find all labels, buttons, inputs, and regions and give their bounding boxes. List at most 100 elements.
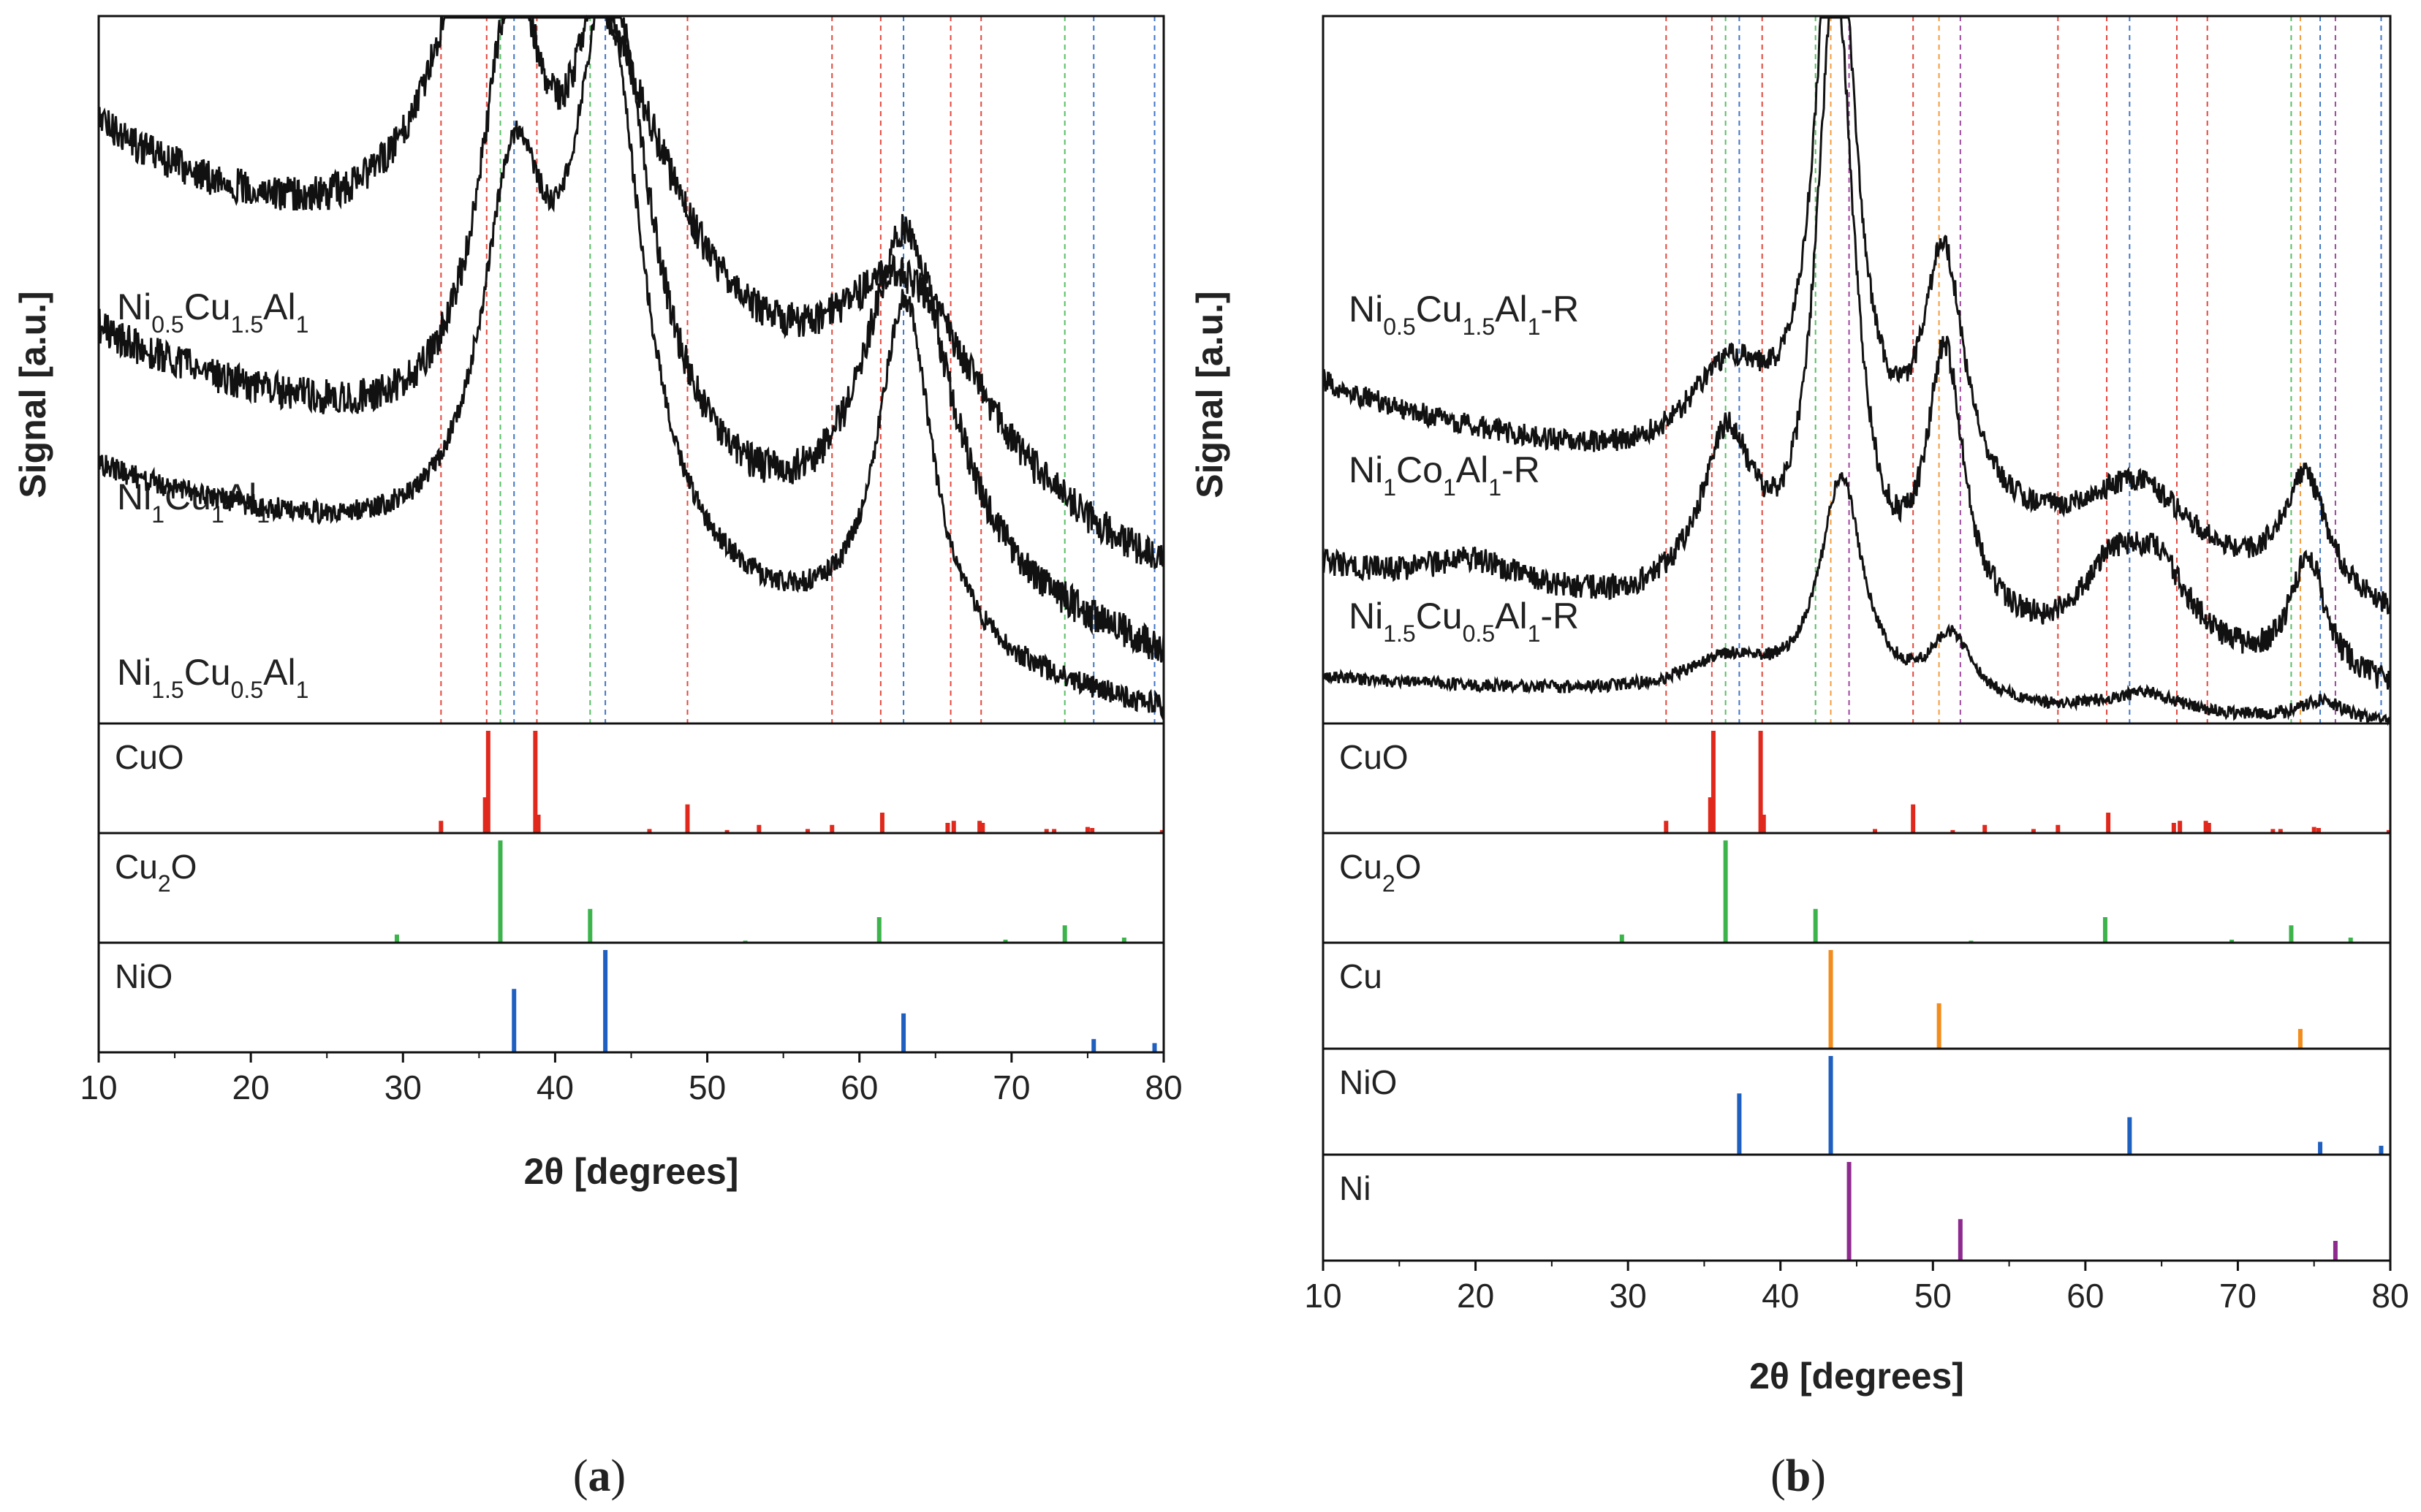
reference-label: CuO xyxy=(1339,738,1409,776)
reference-label: NiO xyxy=(115,957,173,995)
sample-label: Ni0.5Cu1.5Al1 xyxy=(117,286,308,338)
reference-label: Cu2O xyxy=(1339,848,1421,897)
label-element: Al xyxy=(1495,289,1527,330)
x-tick-label: 20 xyxy=(1457,1277,1494,1315)
reference-panel-ni: Ni xyxy=(1323,1153,2390,1261)
y-axis-title: Signal [a.u.] xyxy=(1189,291,1230,498)
xrd-pattern-line xyxy=(97,16,1165,721)
label-element: Ni xyxy=(117,652,151,693)
y-axis-title: Signal [a.u.] xyxy=(12,291,53,498)
x-tick-label: 30 xyxy=(1610,1277,1647,1315)
reference-panel-cu2o: Cu2O xyxy=(99,832,1164,943)
panel-label-part: ( xyxy=(1770,1451,1786,1501)
reference-label: Cu xyxy=(1339,957,1382,995)
panel-label-part: b xyxy=(1786,1451,1811,1501)
label-element: Cu xyxy=(1339,957,1382,995)
label-element: Cu xyxy=(184,286,231,327)
panel-label: (a) xyxy=(573,1451,626,1501)
x-tick-label: 30 xyxy=(384,1068,422,1106)
panel-a: Ni0.5Cu1.5Al1Ni1Cu1Al1Ni1.5Cu0.5Al1CuOCu… xyxy=(12,14,1183,1501)
label-element: Al xyxy=(1495,596,1527,637)
x-tick-label: 40 xyxy=(1762,1277,1799,1315)
x-axis-title: 2θ [degrees] xyxy=(524,1151,739,1192)
x-tick-label: 70 xyxy=(2219,1277,2257,1315)
label-subscript: 0.5 xyxy=(1463,620,1495,647)
label-element: Al xyxy=(263,286,295,327)
label-subscript: 1 xyxy=(1488,474,1501,501)
label-element: CuO xyxy=(115,738,184,776)
label-subscript: 2 xyxy=(158,870,171,897)
panel-label: (b) xyxy=(1770,1451,1826,1501)
reference-label: Ni xyxy=(1339,1169,1371,1207)
sample-label: Ni1.5Cu0.5Al1-R xyxy=(1349,596,1579,647)
label-element: Cu xyxy=(1416,289,1463,330)
label-element: Al xyxy=(263,652,295,693)
x-tick-label: 40 xyxy=(537,1068,574,1106)
label-element: Ni xyxy=(1349,289,1383,330)
xrd-pattern-line xyxy=(97,16,1165,569)
sample-label: Ni1Co1Al1-R xyxy=(1349,449,1540,501)
label-element: Co xyxy=(1396,449,1443,490)
xrd-pattern-line xyxy=(97,14,1165,663)
label-element: Cu xyxy=(1416,596,1463,637)
reference-panel-cu: Cu xyxy=(1323,941,2390,1049)
label-element: Al xyxy=(1456,449,1488,490)
reference-panel-cuo: CuO xyxy=(1323,722,2391,833)
label-suffix: O xyxy=(171,848,197,886)
x-tick-label: 80 xyxy=(2371,1277,2409,1315)
x-tick-label: 80 xyxy=(1145,1068,1182,1106)
reference-label: NiO xyxy=(1339,1063,1397,1101)
label-subscript: 1.5 xyxy=(151,677,183,703)
label-subscript: 1 xyxy=(1528,620,1541,647)
reference-label: Cu2O xyxy=(115,848,197,897)
xrd-pattern-line xyxy=(1322,472,2392,726)
label-subscript: 1 xyxy=(211,501,224,528)
label-suffix: -R xyxy=(1540,596,1579,637)
label-subscript: 0.5 xyxy=(1383,314,1415,340)
panel-label-part: ) xyxy=(611,1451,626,1501)
x-tick-label: 60 xyxy=(2066,1277,2104,1315)
label-element: Cu xyxy=(184,652,231,693)
label-subscript: 0.5 xyxy=(231,677,263,703)
panel-label-part: ( xyxy=(573,1451,588,1501)
label-element: Ni xyxy=(1349,596,1383,637)
label-subscript: 1 xyxy=(1443,474,1456,501)
x-tick-label: 50 xyxy=(1914,1277,1952,1315)
label-subscript: 1.5 xyxy=(1383,620,1415,647)
x-axis-title: 2θ [degrees] xyxy=(1749,1356,1964,1397)
label-subscript: 1 xyxy=(296,677,309,703)
x-tick-label: 60 xyxy=(841,1068,878,1106)
x-tick-label: 50 xyxy=(689,1068,726,1106)
label-subscript: 1 xyxy=(1528,314,1541,340)
label-element: Ni xyxy=(1349,449,1383,490)
x-tick-label: 70 xyxy=(993,1068,1030,1106)
label-suffix: O xyxy=(1395,848,1422,886)
x-tick-label: 10 xyxy=(80,1068,117,1106)
xrd-pattern-line xyxy=(1322,16,2392,615)
reference-label: CuO xyxy=(115,738,184,776)
label-element: NiO xyxy=(115,957,173,995)
label-subscript: 1 xyxy=(151,501,164,528)
xrd-pattern-line xyxy=(1322,16,2392,690)
sample-label: Ni1.5Cu0.5Al1 xyxy=(117,652,308,703)
reference-panel-nio: NiO xyxy=(1323,1047,2390,1155)
label-element: Cu xyxy=(1339,848,1382,886)
label-subscript: 2 xyxy=(1382,870,1395,897)
label-element: Ni xyxy=(117,286,151,327)
label-element: CuO xyxy=(1339,738,1409,776)
reference-panel-cuo: CuO xyxy=(99,722,1164,833)
x-axis: 10 20 30 40 50 60 70 80 xyxy=(80,1052,1183,1106)
reference-panel-cu2o: Cu2O xyxy=(1323,832,2390,943)
label-subscript: 1.5 xyxy=(231,311,263,338)
label-suffix: -R xyxy=(1540,289,1579,330)
label-element: Cu xyxy=(115,848,158,886)
reference-guide-lines xyxy=(440,16,1156,723)
panel-b: Ni0.5Cu1.5Al1-RNi1Co1Al1-RNi1.5Cu0.5Al1-… xyxy=(1189,15,2409,1501)
label-element: NiO xyxy=(1339,1063,1397,1101)
x-tick-label: 10 xyxy=(1304,1277,1341,1315)
label-subscript: 0.5 xyxy=(151,311,183,338)
x-tick-label: 20 xyxy=(232,1068,270,1106)
reference-guide-lines xyxy=(1665,16,2382,723)
label-suffix: -R xyxy=(1501,449,1540,490)
